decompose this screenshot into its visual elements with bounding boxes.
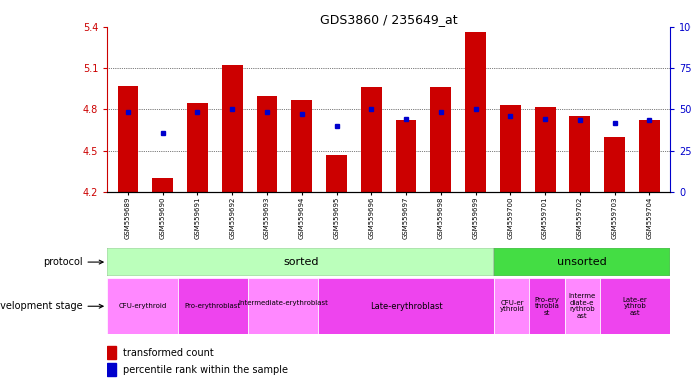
Bar	[529, 278, 565, 334]
Text: Pro-erythroblast: Pro-erythroblast	[184, 303, 240, 309]
Bar	[222, 65, 243, 192]
Bar	[248, 278, 319, 334]
Bar	[256, 96, 278, 192]
Bar	[187, 103, 208, 192]
Text: development stage: development stage	[0, 301, 103, 311]
Bar	[152, 178, 173, 192]
Text: sorted: sorted	[283, 257, 319, 267]
Bar	[396, 121, 417, 192]
Bar	[117, 86, 138, 192]
Bar	[535, 107, 556, 192]
Bar	[107, 363, 116, 376]
Text: CFU-erythroid: CFU-erythroid	[118, 303, 167, 309]
Bar	[430, 88, 451, 192]
Bar	[326, 155, 347, 192]
Text: Late-erythroblast: Late-erythroblast	[370, 302, 443, 311]
Bar	[107, 278, 178, 334]
Bar	[500, 105, 521, 192]
Bar	[494, 248, 670, 276]
Bar	[604, 137, 625, 192]
Bar	[107, 248, 494, 276]
Bar	[569, 116, 590, 192]
Title: GDS3860 / 235649_at: GDS3860 / 235649_at	[320, 13, 457, 26]
Text: unsorted: unsorted	[558, 257, 607, 267]
Bar	[292, 100, 312, 192]
Bar	[565, 278, 600, 334]
Bar	[465, 32, 486, 192]
Text: transformed count: transformed count	[123, 348, 214, 358]
Bar	[600, 278, 670, 334]
Text: Intermediate-erythroblast: Intermediate-erythroblast	[238, 300, 328, 313]
Text: Pro-ery
throbla
st: Pro-ery throbla st	[535, 297, 560, 316]
Bar	[494, 278, 529, 334]
Text: CFU-er
ythroid: CFU-er ythroid	[500, 300, 524, 313]
Bar	[107, 346, 116, 359]
Bar	[319, 278, 494, 334]
Bar	[361, 88, 381, 192]
Text: Late-er
ythrob
ast: Late-er ythrob ast	[623, 297, 647, 316]
Bar	[639, 121, 660, 192]
Text: percentile rank within the sample: percentile rank within the sample	[123, 365, 288, 375]
Text: protocol: protocol	[43, 257, 103, 267]
Text: Interme
diate-e
rythrob
ast: Interme diate-e rythrob ast	[569, 293, 596, 319]
Bar	[178, 278, 248, 334]
